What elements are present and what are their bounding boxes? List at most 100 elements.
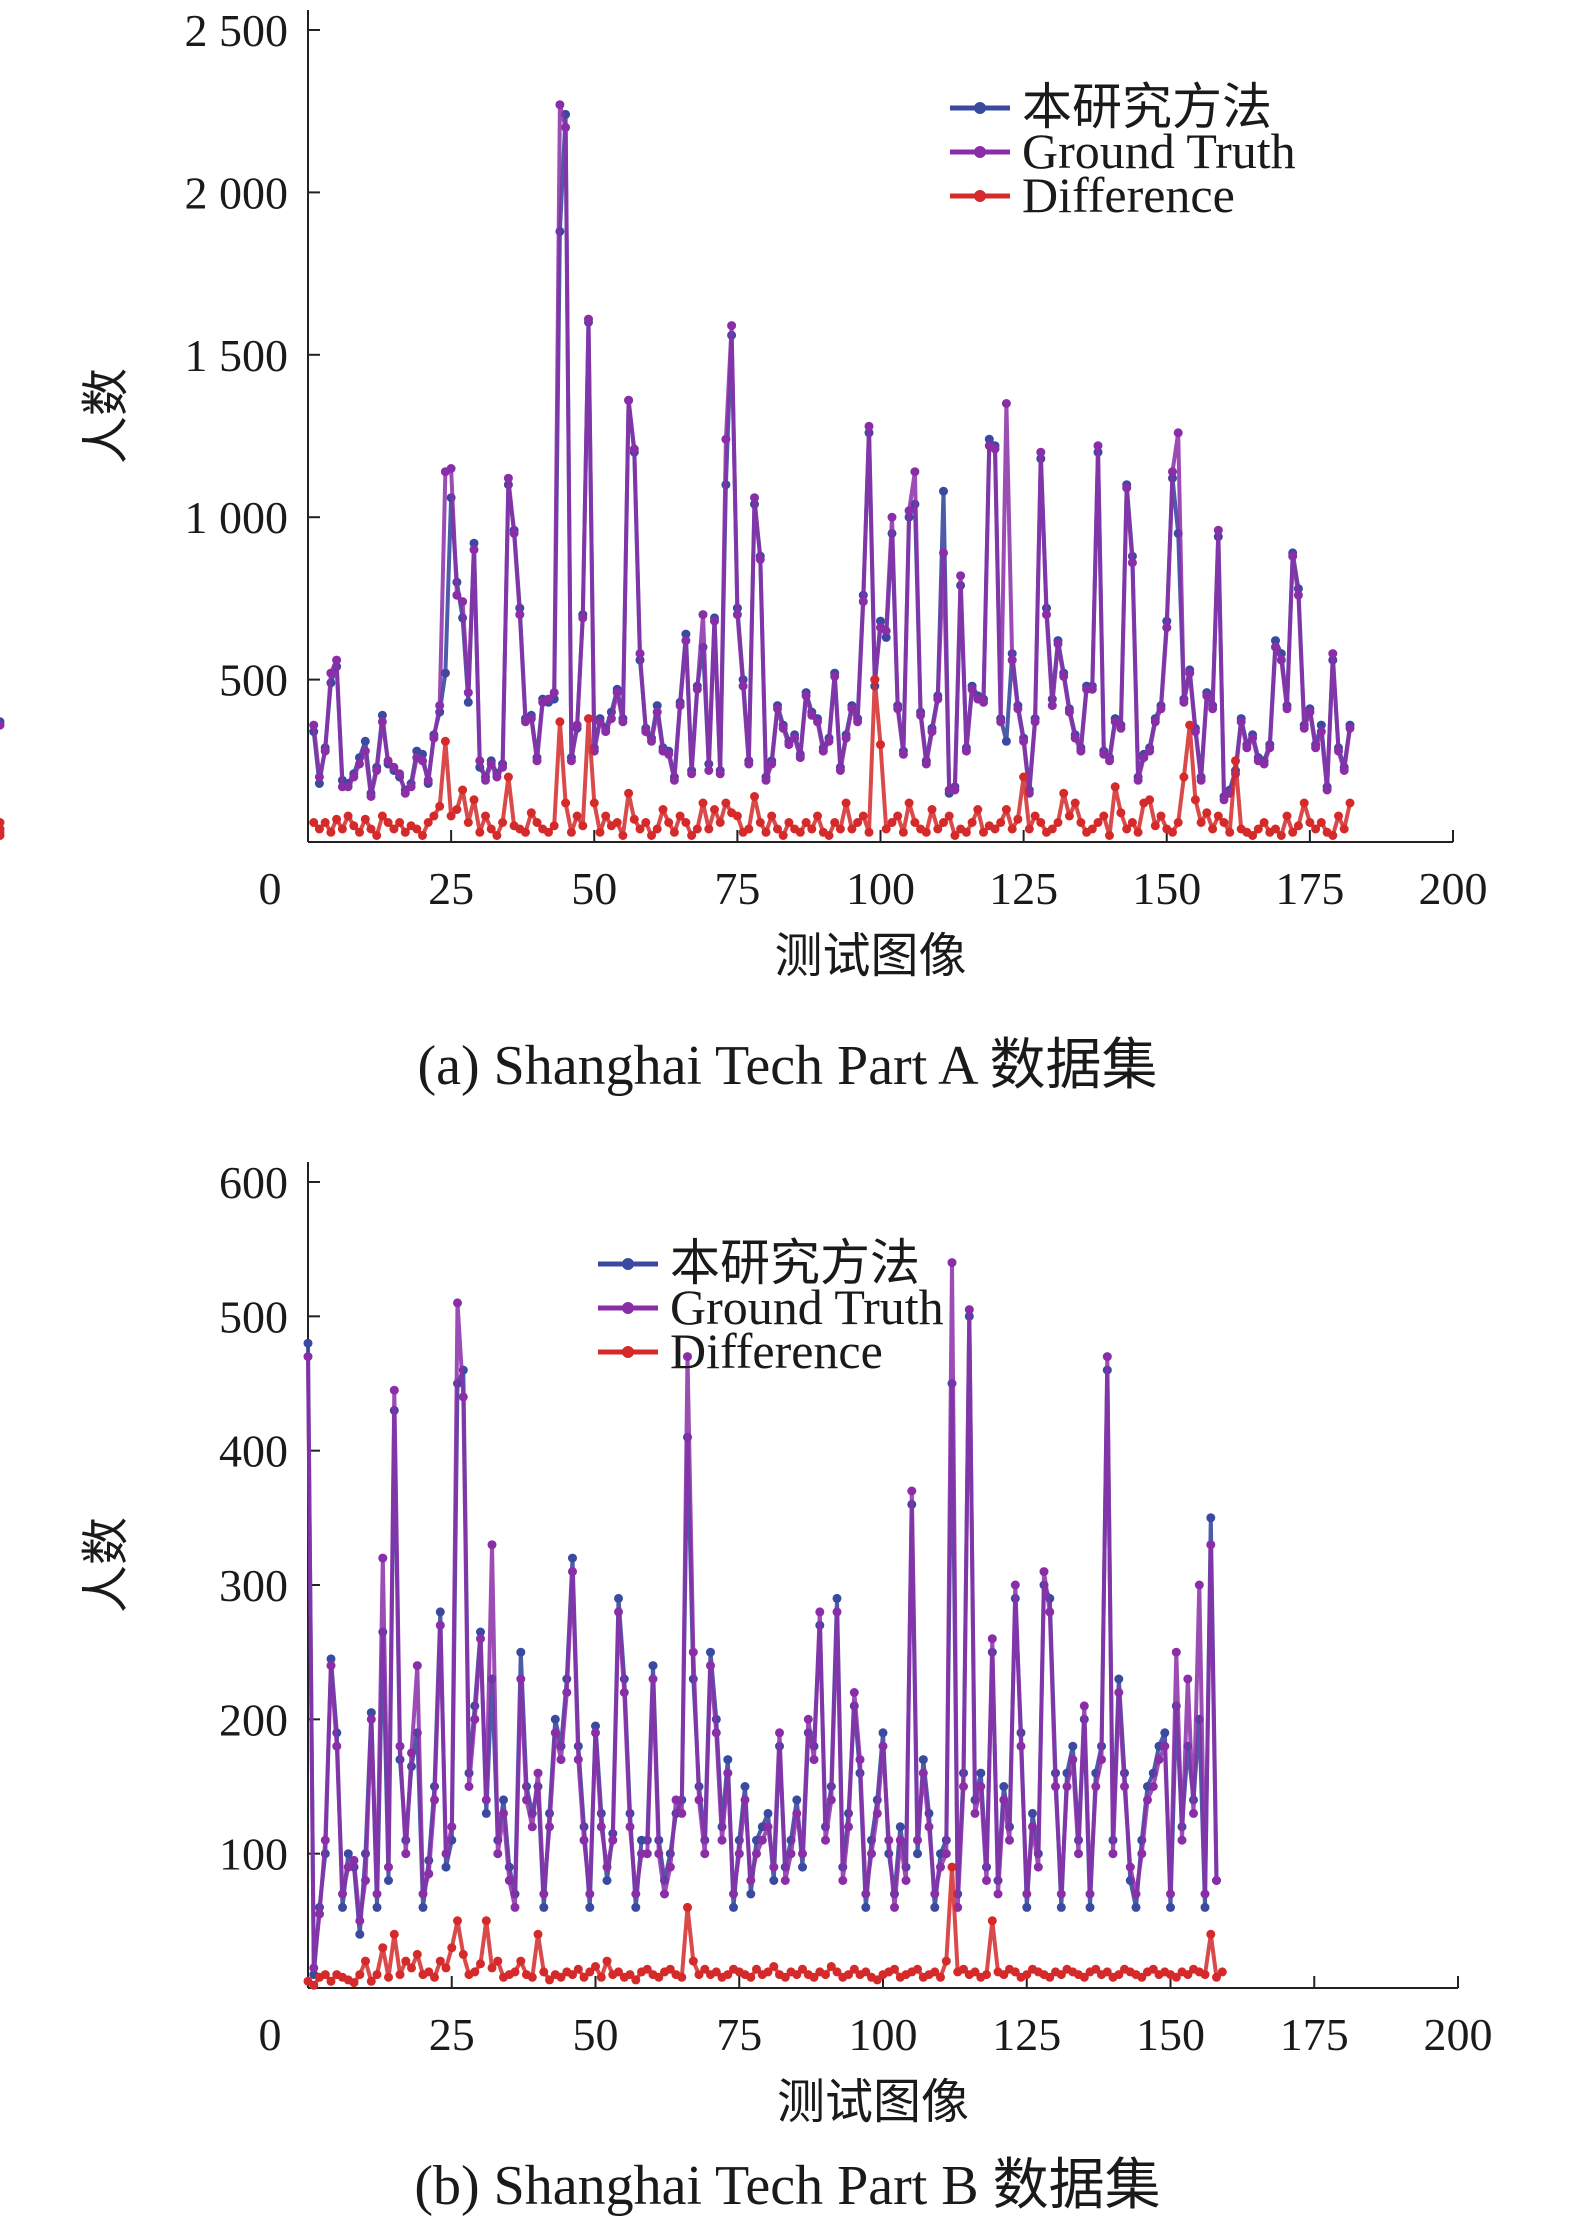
data-point	[815, 1607, 825, 1617]
data-point	[476, 1959, 485, 1969]
data-point	[1200, 1970, 1210, 1980]
y-tick-label: 2 500	[185, 5, 289, 56]
data-point	[744, 824, 754, 834]
data-point	[1013, 814, 1023, 824]
data-point	[1056, 1970, 1066, 1980]
data-point	[861, 1889, 871, 1899]
data-point	[990, 444, 1000, 454]
data-point	[824, 736, 834, 746]
data-point	[694, 1795, 704, 1805]
data-point	[355, 1916, 365, 1926]
data-point	[614, 1593, 623, 1603]
data-point	[688, 1956, 698, 1966]
data-point	[950, 831, 960, 840]
data-point	[326, 668, 336, 678]
data-point	[492, 772, 502, 782]
data-point	[320, 1970, 330, 1980]
data-point	[864, 421, 874, 431]
data-point	[509, 528, 519, 538]
data-point	[1183, 1970, 1193, 1980]
legend-label: Difference	[670, 1323, 883, 1379]
data-point	[1183, 1674, 1193, 1684]
data-point	[872, 1808, 882, 1818]
data-point	[1173, 818, 1183, 827]
data-point	[1019, 772, 1029, 782]
data-point	[1053, 639, 1063, 649]
data-point	[584, 714, 593, 724]
data-point	[475, 756, 485, 766]
data-point	[1076, 746, 1086, 756]
x-tick-label: 100	[849, 2009, 918, 2060]
data-point	[1168, 467, 1177, 477]
data-point	[1305, 707, 1315, 717]
data-point	[767, 811, 777, 821]
data-point	[1271, 642, 1280, 652]
data-point	[1068, 1755, 1078, 1765]
data-point	[950, 785, 960, 795]
data-point	[1116, 723, 1126, 733]
data-point	[798, 1849, 807, 1859]
data-point	[446, 811, 456, 821]
data-point	[579, 1972, 589, 1982]
data-point	[732, 811, 742, 821]
data-point	[383, 756, 393, 766]
data-point	[1131, 1902, 1141, 1912]
data-point	[1305, 818, 1315, 827]
data-point	[807, 710, 817, 720]
data-point	[729, 1889, 738, 1899]
data-point	[578, 821, 588, 831]
data-point	[1162, 623, 1172, 633]
data-point	[566, 756, 576, 766]
data-point	[1299, 798, 1309, 808]
data-point	[881, 632, 891, 642]
data-point	[677, 1808, 687, 1818]
data-point	[1070, 798, 1080, 808]
data-point	[913, 1835, 922, 1845]
data-point	[612, 688, 622, 698]
data-point	[752, 1849, 761, 1859]
data-point	[401, 1849, 411, 1859]
data-point	[738, 681, 748, 691]
series-points-2	[0, 675, 1355, 840]
data-point	[1160, 1741, 1170, 1751]
data-point	[395, 1741, 405, 1751]
data-point	[544, 827, 553, 837]
data-point	[355, 827, 364, 837]
data-point	[832, 1593, 842, 1603]
data-point	[550, 1714, 560, 1724]
data-point	[361, 1876, 370, 1885]
data-point	[510, 1902, 520, 1912]
data-point	[870, 675, 880, 685]
data-point	[723, 1768, 733, 1778]
data-point	[573, 1755, 583, 1765]
data-point	[1271, 636, 1280, 646]
data-point	[1087, 684, 1097, 694]
data-point	[1213, 811, 1223, 821]
data-point	[481, 1808, 491, 1818]
data-point	[591, 1962, 600, 1971]
x-tick-label: 200	[1419, 863, 1488, 914]
data-point	[366, 1976, 376, 1986]
data-point	[844, 1822, 853, 1832]
data-point	[430, 1795, 439, 1805]
data-point	[326, 1661, 336, 1671]
data-point	[1085, 1889, 1095, 1899]
data-point	[602, 1862, 612, 1872]
data-point	[418, 1902, 428, 1912]
data-point	[1259, 818, 1269, 827]
data-point	[1212, 1972, 1221, 1982]
data-point	[832, 1967, 842, 1977]
data-point	[435, 701, 445, 711]
legend-marker	[622, 1258, 634, 1270]
data-point	[1093, 441, 1103, 451]
data-point	[1070, 733, 1080, 743]
data-point	[584, 314, 593, 324]
data-point	[601, 811, 611, 821]
data-point	[647, 736, 656, 746]
data-point	[458, 1392, 468, 1402]
data-point	[320, 818, 330, 827]
data-point	[1150, 821, 1160, 831]
data-point	[562, 1688, 572, 1697]
data-point	[778, 831, 788, 840]
x-tick-label: 125	[992, 2009, 1061, 2060]
